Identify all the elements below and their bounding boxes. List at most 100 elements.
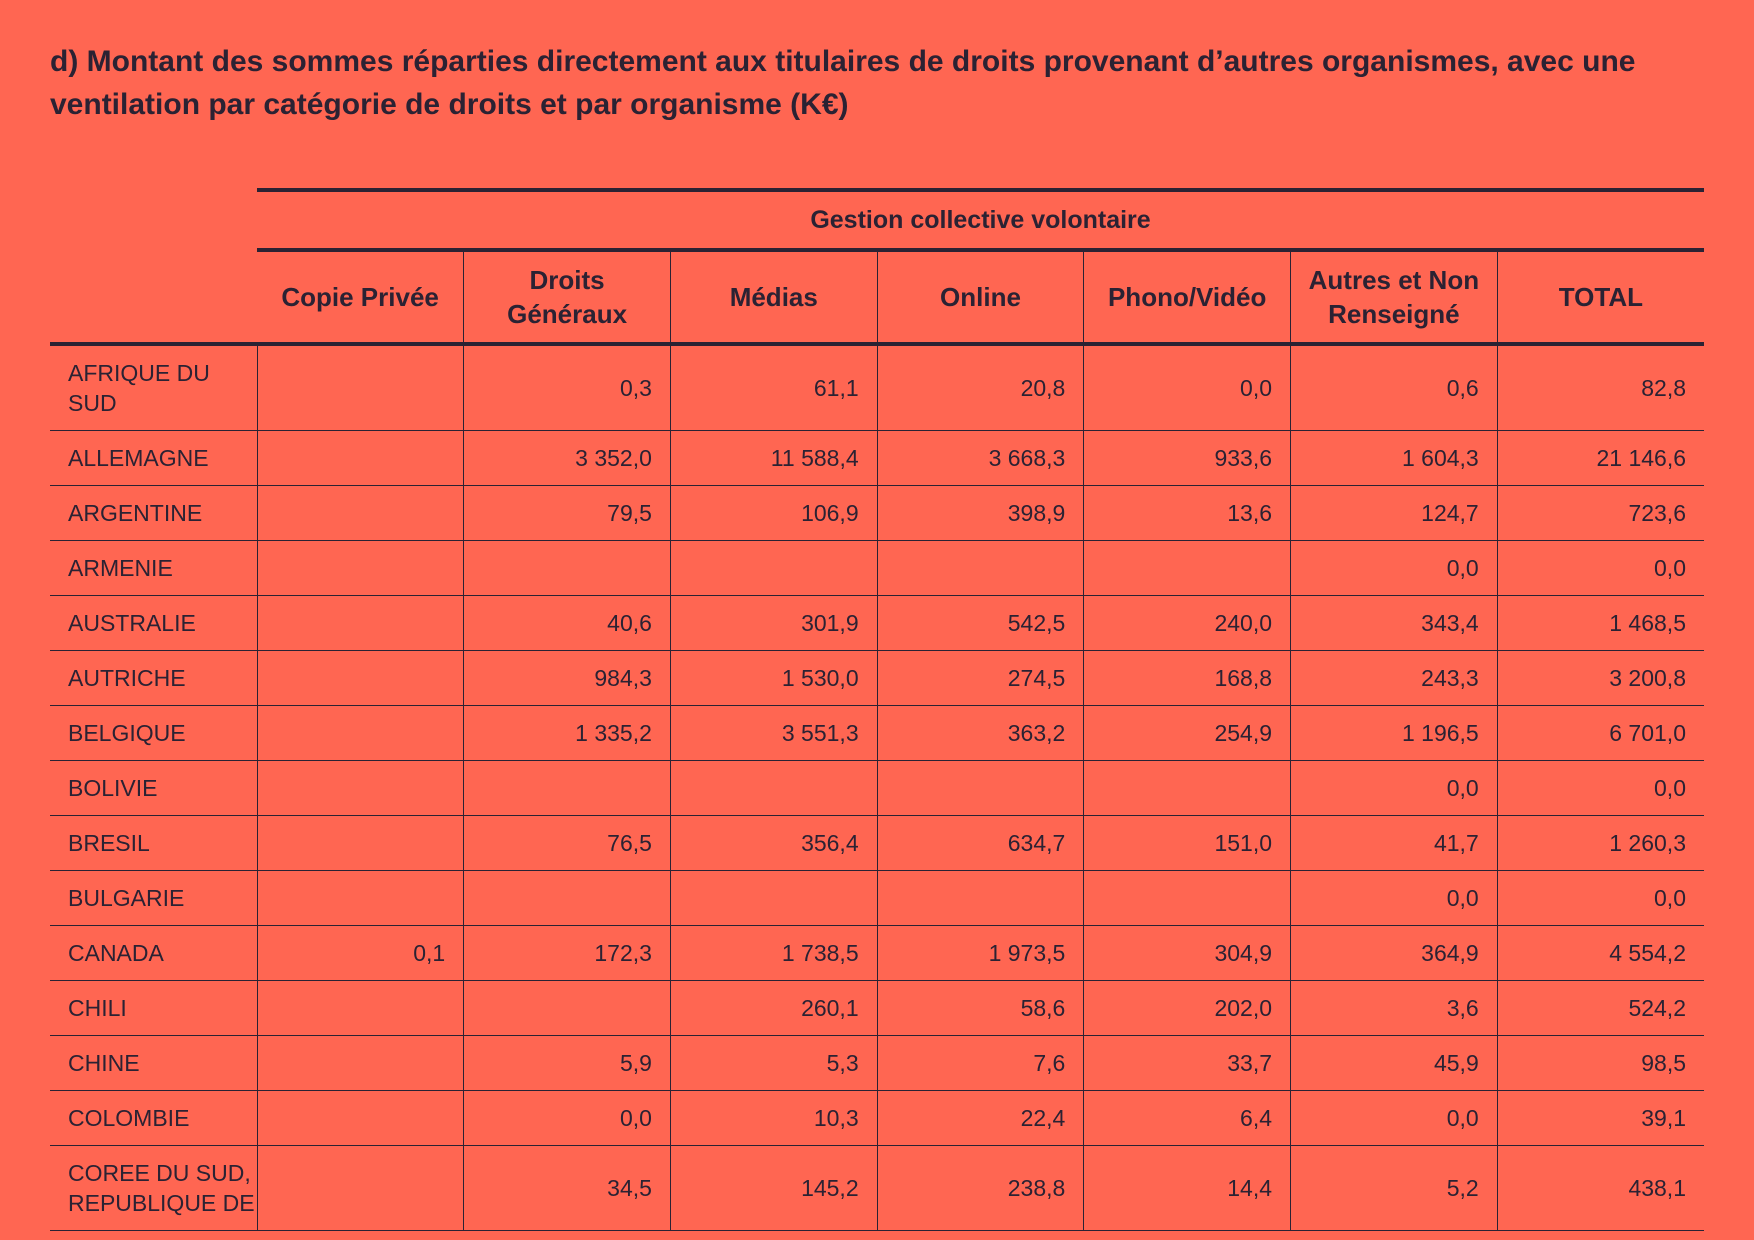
country-cell: CANADA	[50, 925, 258, 981]
value-cell: 933,6	[1083, 430, 1291, 486]
country-cell: CHILI	[50, 980, 258, 1036]
value-cell: 0,0	[1496, 870, 1704, 926]
value-cell: 343,4	[1290, 595, 1498, 651]
value-cell: 0,0	[463, 1090, 671, 1146]
value-cell	[463, 870, 671, 926]
value-cell: 168,8	[1083, 650, 1291, 706]
table-row: AUTRICHE 984,3 1 530,0 274,5 168,8 243,3 3 200…	[50, 650, 1704, 706]
table-row: BULGARIE 0,0 0,0	[50, 870, 1704, 926]
header-corner	[50, 190, 257, 250]
value-cell	[669, 870, 878, 926]
value-cell: 0,0	[1290, 1090, 1498, 1146]
value-cell: 11 588,4	[669, 430, 878, 486]
value-cell: 79,5	[463, 485, 671, 541]
value-cell	[876, 540, 1084, 596]
value-cell: 58,6	[876, 980, 1084, 1036]
value-cell: 7,6	[876, 1035, 1084, 1091]
table-body: AFRIQUE DU SUD 0,3 61,1 20,8 0,0 0,6 82,8 ALLEM…	[50, 344, 1704, 1231]
value-cell: 61,1	[669, 344, 878, 431]
value-cell: 3 200,8	[1496, 650, 1704, 706]
table-row: ARMENIE 0,0 0,0	[50, 540, 1704, 596]
value-cell: 13,6	[1083, 485, 1291, 541]
value-cell: 5,9	[463, 1035, 671, 1091]
value-cell: 82,8	[1496, 344, 1704, 431]
value-cell	[256, 1035, 464, 1091]
value-cell: 5,2	[1290, 1145, 1498, 1231]
value-cell: 151,0	[1083, 815, 1291, 871]
value-cell: 0,3	[463, 344, 671, 431]
value-cell: 1 738,5	[669, 925, 878, 981]
value-cell	[463, 980, 671, 1036]
value-cell	[256, 540, 464, 596]
value-cell: 40,6	[463, 595, 671, 651]
value-cell: 0,0	[1083, 344, 1291, 431]
value-cell: 0,0	[1290, 540, 1498, 596]
country-cell: ARGENTINE	[50, 485, 258, 541]
value-cell: 6 701,0	[1496, 705, 1704, 761]
column-header-medias: Médias	[669, 250, 878, 346]
table-row: COREE DU SUD, REPUBLIQUE DE 34,5 145,2 238,…	[50, 1145, 1704, 1231]
value-cell: 0,1	[256, 925, 464, 981]
value-cell: 243,3	[1290, 650, 1498, 706]
value-cell: 3 551,3	[669, 705, 878, 761]
table-row: ALLEMAGNE 3 352,0 11 588,4 3 668,3 933,6 1 60…	[50, 430, 1704, 486]
header-corner	[50, 250, 258, 346]
value-cell: 41,7	[1290, 815, 1498, 871]
distribution-table: Gestion collective volontaire Copie Priv…	[50, 188, 1704, 1231]
value-cell: 106,9	[669, 485, 878, 541]
value-cell: 524,2	[1496, 980, 1704, 1036]
table-row: CHILI 260,1 58,6 202,0 3,6 524,2	[50, 980, 1704, 1036]
value-cell: 22,4	[876, 1090, 1084, 1146]
value-cell: 0,0	[1290, 870, 1498, 926]
value-cell: 4 554,2	[1496, 925, 1704, 981]
value-cell: 21 146,6	[1496, 430, 1704, 486]
value-cell: 1 973,5	[876, 925, 1084, 981]
table-row: CANADA 0,1 172,3 1 738,5 1 973,5 304,9 364,9 4 …	[50, 925, 1704, 981]
value-cell	[256, 430, 464, 486]
value-cell: 3,6	[1290, 980, 1498, 1036]
column-header-total: TOTAL	[1496, 250, 1704, 346]
value-cell: 39,1	[1496, 1090, 1704, 1146]
value-cell	[256, 595, 464, 651]
value-cell: 274,5	[876, 650, 1084, 706]
value-cell: 5,3	[669, 1035, 878, 1091]
value-cell	[256, 870, 464, 926]
value-cell: 301,9	[669, 595, 878, 651]
country-cell: BRESIL	[50, 815, 258, 871]
table-row: AUSTRALIE 40,6 301,9 542,5 240,0 343,4 1 468,5	[50, 595, 1704, 651]
value-cell: 260,1	[669, 980, 878, 1036]
value-cell: 76,5	[463, 815, 671, 871]
country-cell: COLOMBIE	[50, 1090, 258, 1146]
value-cell: 0,6	[1290, 344, 1498, 431]
value-cell: 1 604,3	[1290, 430, 1498, 486]
value-cell: 1 530,0	[669, 650, 878, 706]
value-cell: 145,2	[669, 1145, 878, 1231]
page-title: d) Montant des sommes réparties directem…	[50, 45, 1636, 121]
value-cell: 634,7	[876, 815, 1084, 871]
country-cell: AUSTRALIE	[50, 595, 258, 651]
value-cell: 363,2	[876, 705, 1084, 761]
value-cell: 240,0	[1083, 595, 1291, 651]
value-cell	[669, 760, 878, 816]
value-cell	[256, 650, 464, 706]
column-header-online: Online	[876, 250, 1084, 346]
value-cell: 20,8	[876, 344, 1084, 431]
table-row: CHINE 5,9 5,3 7,6 33,7 45,9 98,5	[50, 1035, 1704, 1091]
value-cell: 398,9	[876, 485, 1084, 541]
value-cell: 0,0	[1496, 540, 1704, 596]
value-cell	[876, 870, 1084, 926]
value-cell: 723,6	[1496, 485, 1704, 541]
value-cell: 438,1	[1496, 1145, 1704, 1231]
value-cell: 356,4	[669, 815, 878, 871]
value-cell	[256, 485, 464, 541]
value-cell	[669, 540, 878, 596]
value-cell: 10,3	[669, 1090, 878, 1146]
country-cell: BULGARIE	[50, 870, 258, 926]
value-cell: 124,7	[1290, 485, 1498, 541]
group-header: Gestion collective volontaire	[257, 188, 1704, 252]
value-cell	[463, 760, 671, 816]
table-row: BOLIVIE 0,0 0,0	[50, 760, 1704, 816]
value-cell	[256, 1145, 464, 1231]
country-cell: BOLIVIE	[50, 760, 258, 816]
table-row: ARGENTINE 79,5 106,9 398,9 13,6 124,7 723,6	[50, 485, 1704, 541]
